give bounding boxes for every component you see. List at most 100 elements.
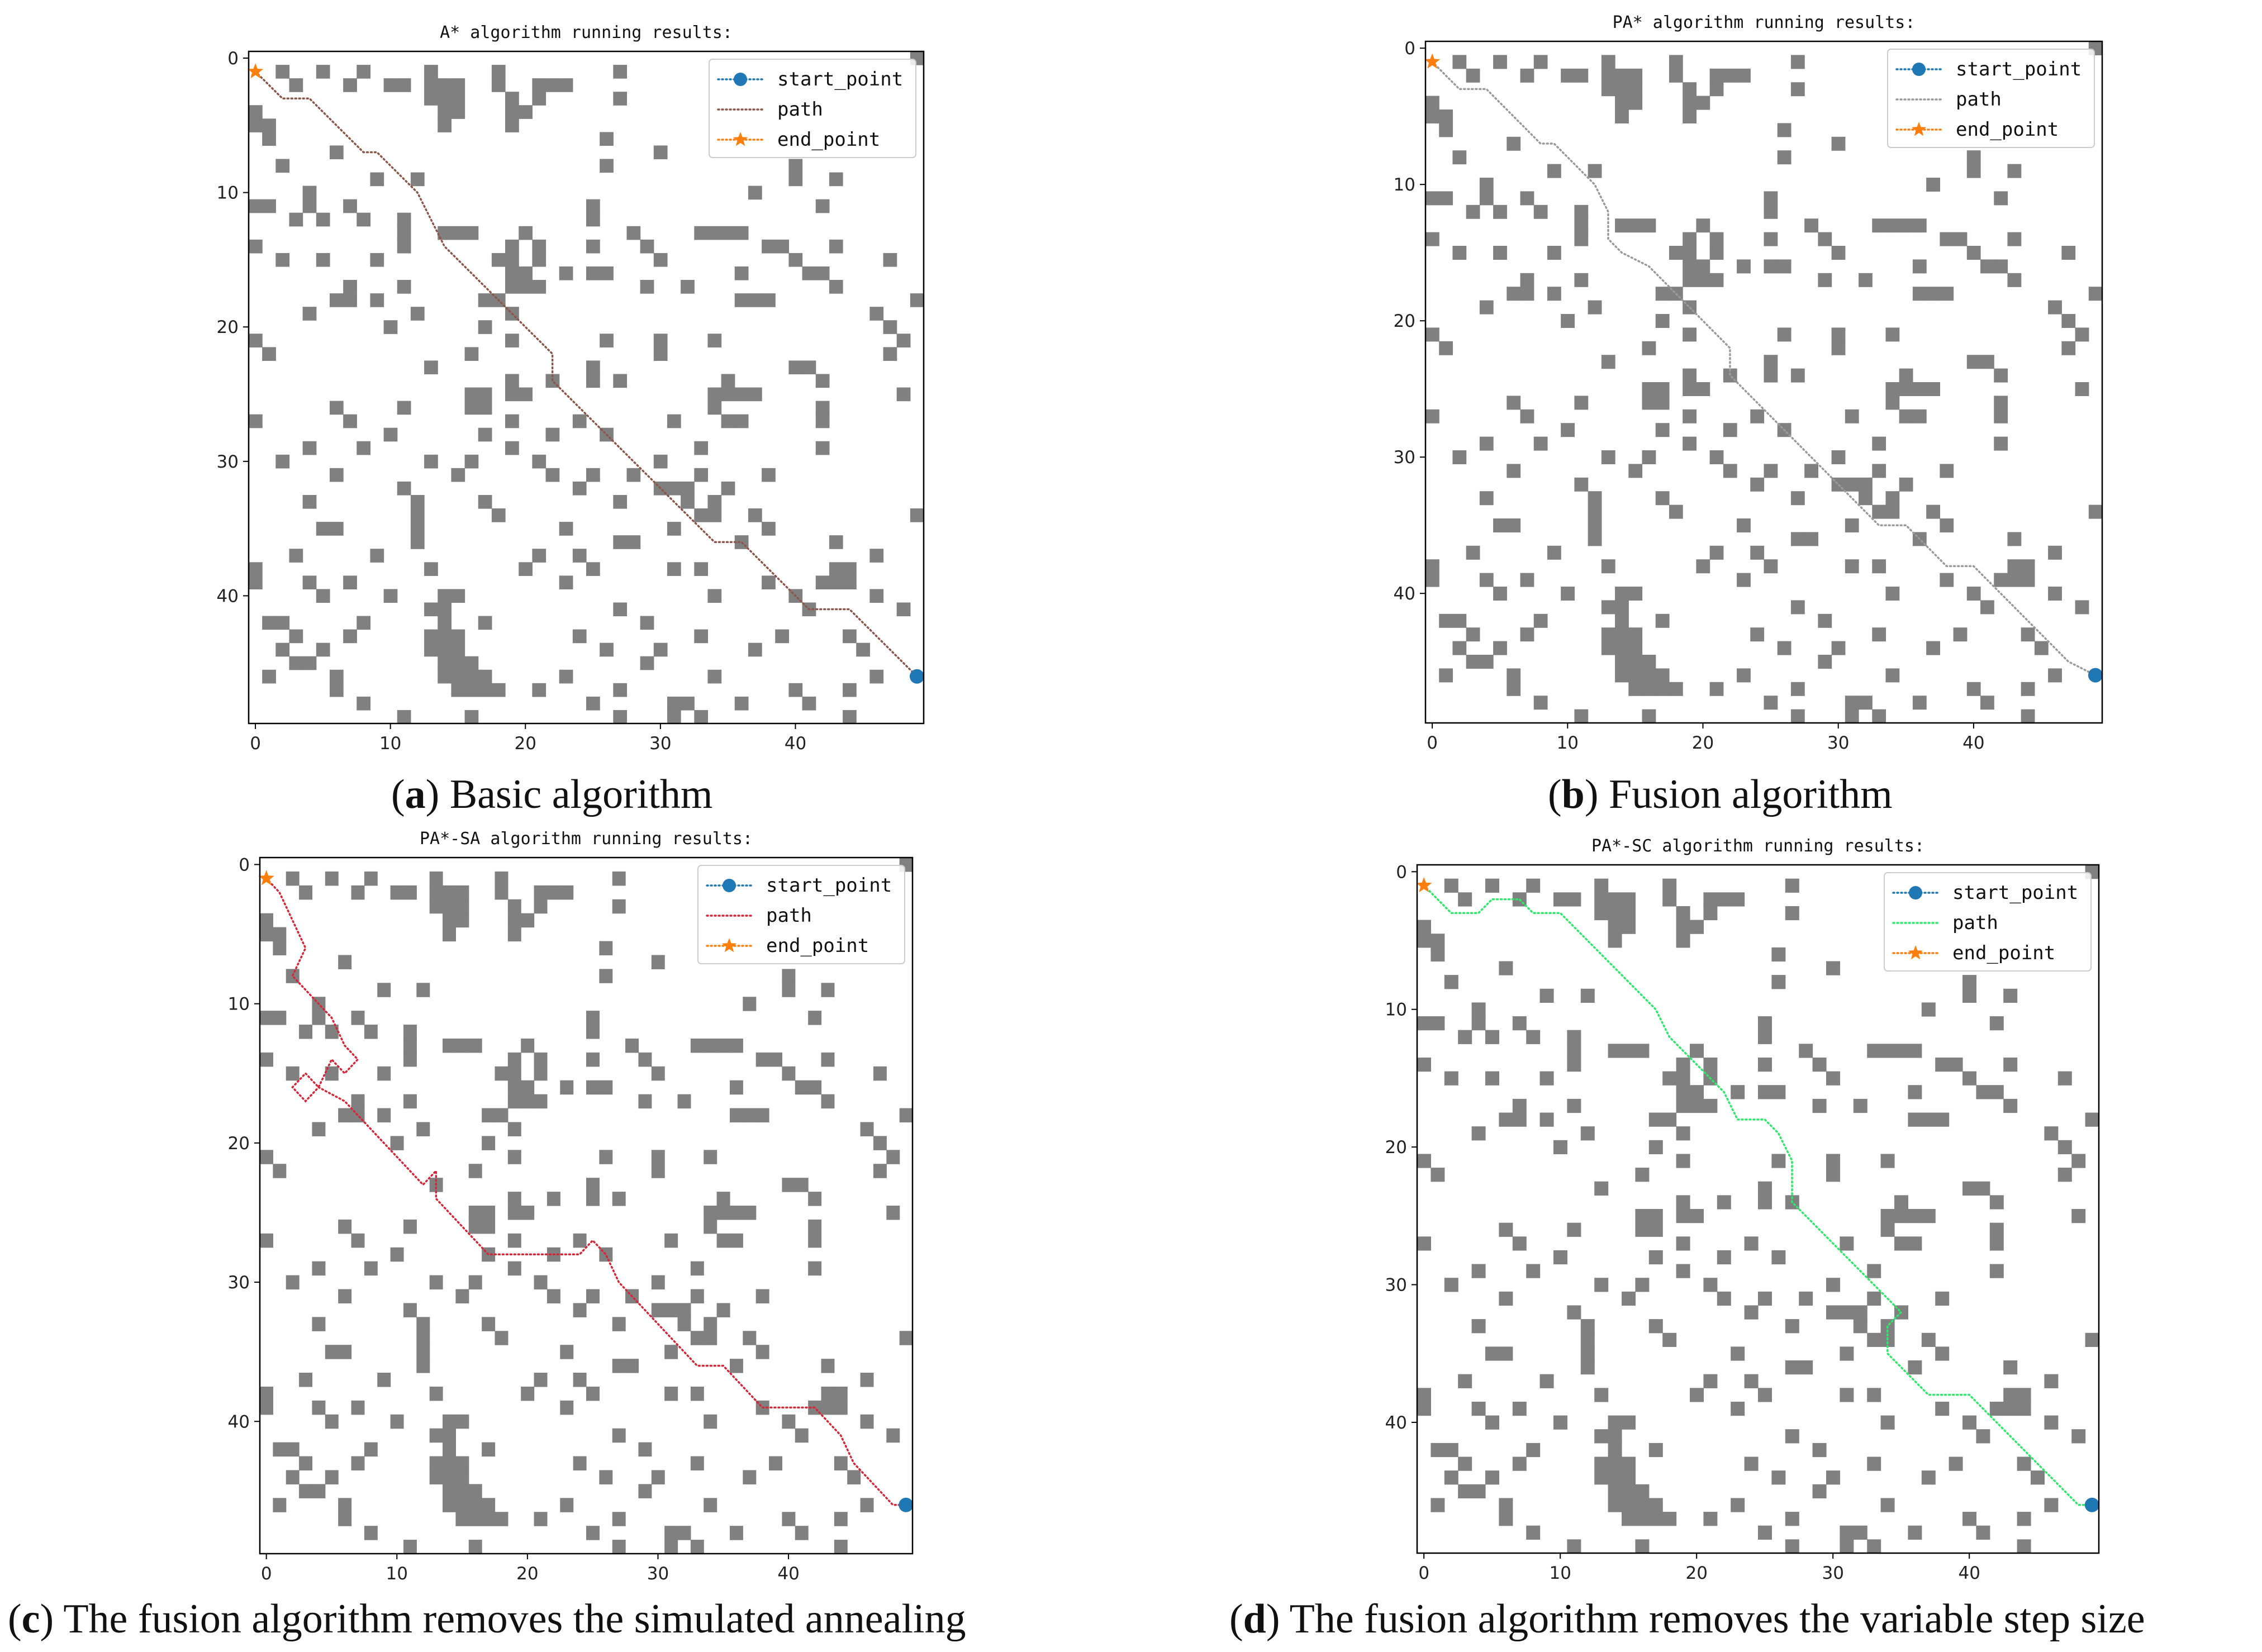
- obstacle-cell: [1949, 1057, 1963, 1072]
- obstacle-cell: [2021, 627, 2035, 642]
- obstacle-cell: [843, 710, 857, 724]
- obstacle-cell: [707, 589, 722, 603]
- obstacle-cell: [559, 266, 573, 280]
- obstacle-cell: [1574, 218, 1589, 233]
- obstacle-cell: [316, 522, 330, 536]
- obstacle-cell: [403, 1094, 417, 1109]
- obstacle-cell: [1764, 259, 1778, 274]
- obstacle-cell: [1912, 287, 1927, 301]
- obstacle-cell: [1431, 1168, 1445, 1182]
- obstacle-cell: [586, 1526, 600, 1540]
- obstacle-cell: [260, 1386, 273, 1401]
- obstacle-cell: [1935, 1112, 1950, 1127]
- obstacle-cell: [1615, 96, 1629, 110]
- obstacle-cell: [1885, 382, 1900, 396]
- obstacle-cell: [613, 535, 628, 549]
- obstacle-cell: [1594, 878, 1609, 893]
- obstacle-cell: [275, 454, 290, 469]
- x-tick-label: 30: [1827, 733, 1849, 753]
- obstacle-cell: [1980, 600, 1994, 615]
- obstacle-cell: [1703, 1374, 1718, 1388]
- obstacle-cell: [1799, 1044, 1813, 1058]
- obstacle-cell: [681, 280, 695, 294]
- obstacle-cell: [1709, 82, 1724, 97]
- obstacle-cell: [1953, 627, 1968, 642]
- obstacle-cell: [782, 1066, 796, 1081]
- obstacle-cell: [416, 1359, 430, 1373]
- obstacle-cell: [464, 454, 479, 469]
- obstacle-cell: [834, 1386, 848, 1401]
- obstacle-cell: [1642, 450, 1656, 464]
- obstacle-cell: [1840, 1525, 1854, 1540]
- x-tick-label: 10: [386, 1564, 408, 1584]
- x-tick-label: 10: [1549, 1563, 1571, 1583]
- obstacle-cell: [1845, 477, 1859, 492]
- obstacle-cell: [1818, 655, 1832, 669]
- obstacle-cell: [1567, 1305, 1581, 1320]
- obstacle-cell: [1771, 947, 1786, 962]
- x-tick-label: 30: [1822, 1563, 1843, 1583]
- obstacle-cell: [1899, 409, 1913, 423]
- obstacle-cell: [451, 468, 465, 482]
- obstacle-cell: [482, 1219, 496, 1234]
- obstacle-cell: [343, 629, 357, 644]
- obstacle-cell: [1553, 1250, 1567, 1265]
- obstacle-cell: [1676, 1098, 1690, 1113]
- obstacle-cell: [443, 885, 456, 900]
- obstacle-cell: [1615, 218, 1629, 233]
- obstacle-cell: [1859, 696, 1873, 710]
- obstacle-cell: [1452, 246, 1467, 260]
- obstacle-cell: [1790, 82, 1805, 97]
- obstacle-cell: [478, 616, 492, 630]
- obstacle-cell: [275, 65, 290, 79]
- obstacle-cell: [729, 1108, 743, 1123]
- obstacle-cell: [505, 105, 519, 119]
- obstacle-cell: [397, 481, 411, 496]
- obstacle-cell: [1690, 1044, 1704, 1058]
- obstacle-cell: [1785, 1512, 1799, 1526]
- obstacle-cell: [1683, 259, 1697, 274]
- obstacle-cell: [424, 65, 438, 79]
- obstacle-cell: [491, 78, 506, 92]
- obstacle-cell: [1648, 1140, 1663, 1155]
- obstacle-cell: [2007, 164, 2022, 178]
- obstacle-cell: [1790, 682, 1805, 696]
- obstacle-cell: [612, 1428, 626, 1443]
- obstacle-cell: [325, 1066, 339, 1081]
- obstacle-cell: [534, 1052, 548, 1067]
- obstacle-cell: [1885, 491, 1900, 506]
- obstacle-cell: [390, 1247, 404, 1262]
- obstacle-cell: [599, 1470, 613, 1484]
- obstacle-cell: [302, 656, 317, 670]
- obstacle-cell: [383, 589, 398, 603]
- obstacle-cell: [338, 1108, 352, 1123]
- obstacle-cell: [1425, 327, 1439, 342]
- obstacle-cell: [468, 1164, 482, 1178]
- obstacle-cell: [249, 562, 263, 576]
- obstacle-cell: [586, 1192, 600, 1206]
- obstacle-cell: [795, 1178, 809, 1192]
- obstacle-cell: [1655, 491, 1670, 506]
- obstacle-cell: [464, 669, 479, 684]
- obstacle-cell: [1840, 1236, 1854, 1251]
- obstacle-cell: [694, 710, 709, 724]
- obstacle-cell: [694, 468, 709, 482]
- obstacle-cell: [667, 710, 681, 724]
- obstacle-cell: [1539, 1374, 1554, 1388]
- obstacle-cell: [262, 616, 276, 630]
- obstacle-cell: [1622, 1044, 1636, 1058]
- obstacle-cell: [873, 1066, 887, 1081]
- obstacle-cell: [547, 1289, 560, 1304]
- obstacle-cell: [2085, 1332, 2099, 1347]
- obstacle-cell: [762, 239, 776, 254]
- obstacle-cell: [1662, 1071, 1677, 1086]
- obstacle-cell: [1737, 668, 1751, 683]
- obstacle-cell: [1594, 1429, 1609, 1444]
- obstacle-cell: [438, 78, 452, 92]
- obstacle-cell: [1417, 1154, 1431, 1168]
- obstacle-cell: [2044, 1374, 2059, 1388]
- obstacle-cell: [357, 65, 371, 79]
- obstacle-cell: [721, 414, 735, 429]
- obstacle-cell: [478, 669, 492, 684]
